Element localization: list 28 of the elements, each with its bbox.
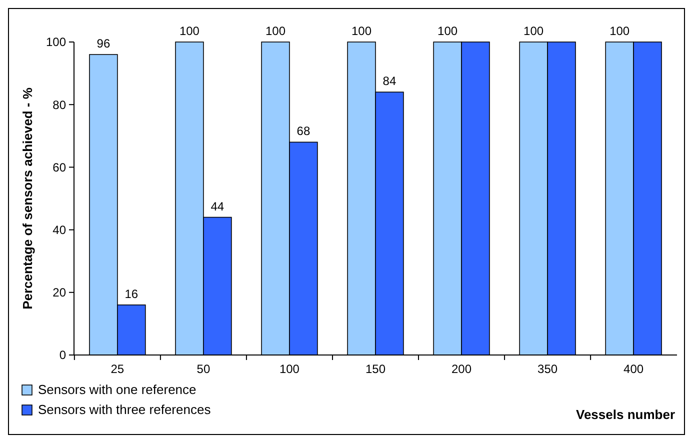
legend-label: Sensors with one reference	[38, 382, 196, 397]
y-tick-label: 60	[52, 160, 66, 174]
y-tick-label: 0	[59, 348, 66, 362]
legend-label: Sensors with three references	[38, 402, 212, 417]
y-tick-label: 80	[52, 98, 66, 112]
x-tick-label: 100	[279, 362, 300, 376]
data-label: 96	[96, 36, 110, 51]
data-label: 100	[610, 24, 630, 38]
data-label: 100	[265, 24, 286, 38]
data-label: 68	[296, 124, 310, 138]
data-label: 44	[210, 199, 224, 214]
x-tick-label: 25	[110, 362, 124, 376]
x-tick-label: 350	[538, 362, 558, 376]
data-label: 84	[382, 74, 396, 88]
x-tick-label: 400	[624, 362, 644, 376]
data-label: 100	[524, 24, 544, 38]
y-tick-label: 40	[52, 223, 66, 237]
data-label: 100	[438, 24, 458, 38]
x-tick-label: 150	[365, 362, 386, 376]
data-label: 100	[179, 24, 200, 38]
x-tick-label: 50	[196, 362, 210, 376]
x-tick-label: 200	[452, 362, 472, 376]
y-tick-label: 100	[46, 35, 66, 50]
data-label: 16	[124, 286, 138, 301]
data-label: 100	[352, 24, 372, 38]
y-tick-label: 20	[52, 286, 66, 300]
x-axis-title: Vessels number	[576, 407, 675, 422]
y-axis-title: Percentage of sensors achieved - %	[20, 87, 35, 310]
